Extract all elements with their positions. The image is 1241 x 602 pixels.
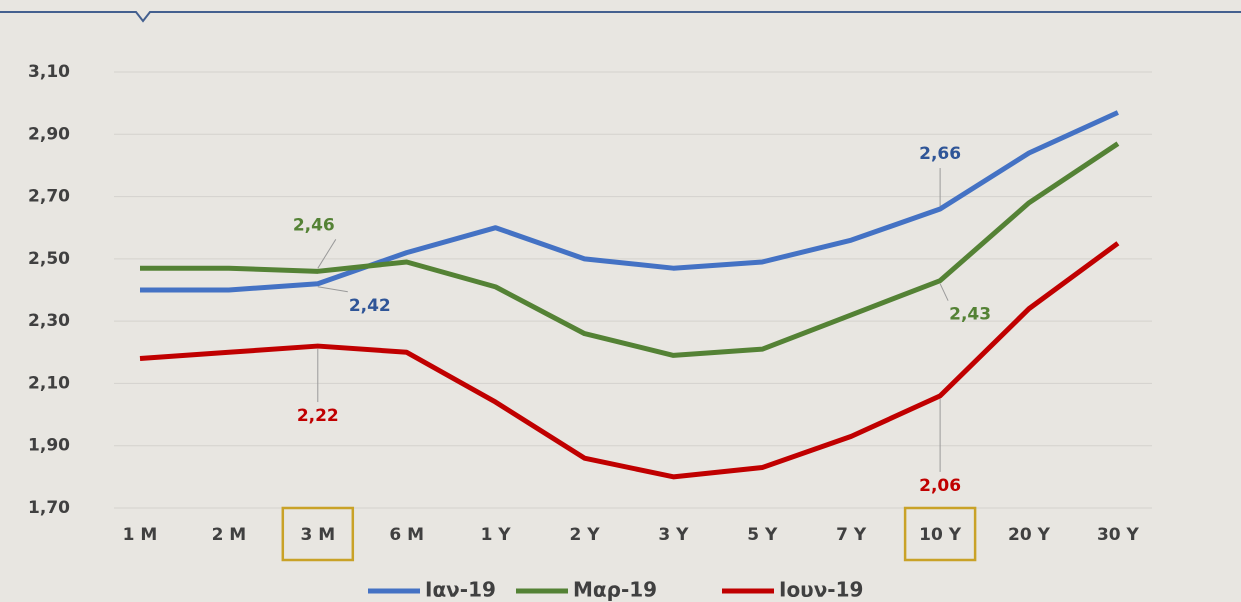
- series-line: [140, 110, 1119, 293]
- x-tick-label: 1 Y: [481, 525, 512, 545]
- data-label: 2,42: [349, 296, 391, 316]
- x-tick-label: 7 Y: [836, 525, 867, 545]
- top-rule: [0, 11, 1241, 23]
- x-tick-label: 3 M: [300, 525, 335, 545]
- x-tick-label: 3 Y: [658, 525, 689, 545]
- x-tick-label: 5 Y: [747, 525, 778, 545]
- category-highlight: [903, 506, 977, 562]
- leader-line: [939, 283, 949, 301]
- y-tick-label: 2,30: [28, 311, 70, 331]
- legend-label: Ιαν-19: [425, 578, 496, 602]
- leader-line: [317, 286, 348, 293]
- y-tick-label: 2,50: [28, 249, 70, 269]
- x-tick-label: 6 M: [389, 525, 424, 545]
- data-label: 2,06: [919, 476, 961, 496]
- y-tick-label: 1,90: [28, 436, 70, 456]
- y-tick-label: 2,90: [28, 124, 70, 144]
- legend-label: Μαρ-19: [573, 578, 657, 602]
- data-label: 2,43: [949, 305, 991, 325]
- y-tick-label: 3,10: [28, 62, 70, 82]
- x-tick-label: 10 Y: [919, 525, 962, 545]
- x-tick-label: 30 Y: [1097, 525, 1140, 545]
- data-label: 2,66: [919, 144, 961, 164]
- y-tick-label: 1,70: [28, 498, 70, 518]
- x-tick-label: 20 Y: [1008, 525, 1051, 545]
- data-label: 2,22: [297, 406, 339, 426]
- leader-line: [317, 239, 337, 269]
- x-tick-label: 1 M: [123, 525, 158, 545]
- data-label: 2,46: [293, 215, 335, 235]
- series-line: [139, 241, 1120, 480]
- series-line: [140, 141, 1120, 358]
- y-tick-label: 2,70: [28, 187, 70, 207]
- x-tick-label: 2 Y: [569, 525, 600, 545]
- x-tick-label: 2 M: [212, 525, 247, 545]
- category-highlight: [281, 506, 355, 562]
- legend-label: Ιουν-19: [779, 578, 863, 602]
- y-tick-label: 2,10: [28, 373, 70, 393]
